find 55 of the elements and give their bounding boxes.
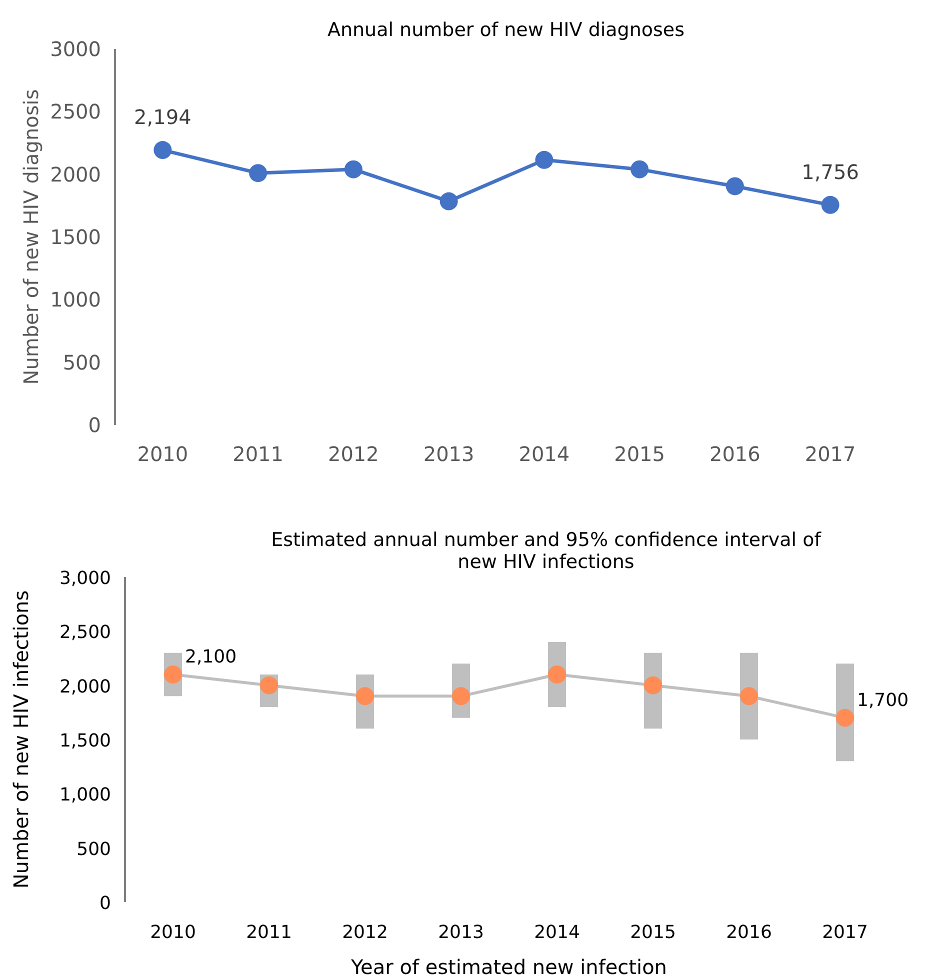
y-tick-label: 2,500 [59, 622, 111, 644]
data-label: 1,756 [802, 160, 859, 184]
point [154, 141, 172, 160]
point [740, 687, 758, 706]
x-tick-label: 2012 [342, 922, 388, 943]
y-axis-title: Number of new HIV infections [9, 590, 33, 889]
x-tick-label: 2014 [518, 442, 570, 466]
x-tick-label: 2017 [822, 922, 868, 943]
y-tick-label: 3000 [50, 37, 101, 61]
y-tick-label: 2,000 [59, 676, 111, 698]
x-tick-label: 2010 [137, 442, 188, 466]
point [249, 164, 268, 182]
x-tick-label: 2013 [438, 922, 484, 943]
chart-title: Estimated annual number and 95% confidence interval of new HIV infections [271, 529, 822, 573]
y-tick-label: 2500 [50, 100, 101, 124]
point [821, 196, 840, 214]
point [344, 160, 362, 178]
x-tick-label: 2015 [630, 922, 676, 943]
x-tick-label: 2010 [150, 922, 196, 943]
point [644, 676, 662, 694]
x-tick-label: 2014 [534, 922, 580, 943]
point [548, 666, 566, 684]
y-tick-label: 0 [100, 893, 111, 914]
data-label: 2,194 [134, 105, 192, 130]
y-tick-label: 3,000 [59, 568, 111, 589]
y-tick-label: 500 [76, 838, 111, 860]
x-axis-title: Year of estimated new infection [350, 955, 667, 977]
point [260, 676, 278, 694]
chart-title: Annual number of new HIV diagnoses [327, 19, 685, 41]
data-label: 1,700 [857, 690, 909, 711]
point [452, 687, 470, 706]
point [630, 160, 649, 178]
point [164, 666, 182, 684]
point [726, 177, 744, 196]
y-tick-label: 1500 [50, 225, 101, 249]
point [836, 708, 854, 727]
x-tick-label: 2013 [423, 442, 474, 466]
point [440, 192, 458, 210]
y-tick-label: 0 [88, 413, 101, 437]
y-axis-title: Number of new HIV diagnosis [19, 89, 43, 385]
x-tick-label: 2016 [709, 442, 760, 466]
point [535, 150, 554, 169]
x-tick-label: 2015 [614, 442, 666, 466]
x-tick-label: 2012 [328, 442, 379, 466]
x-tick-label: 2016 [726, 922, 772, 943]
y-tick-label: 500 [62, 350, 101, 374]
y-tick-label: 1,500 [59, 730, 111, 752]
data-label: 2,100 [185, 646, 237, 668]
x-tick-label: 2011 [246, 922, 292, 943]
y-tick-label: 1,000 [59, 784, 111, 806]
point [356, 687, 374, 706]
x-tick-label: 2011 [232, 442, 284, 466]
y-tick-label: 1000 [50, 288, 101, 312]
y-tick-label: 2000 [50, 162, 101, 186]
x-tick-label: 2017 [804, 442, 856, 466]
